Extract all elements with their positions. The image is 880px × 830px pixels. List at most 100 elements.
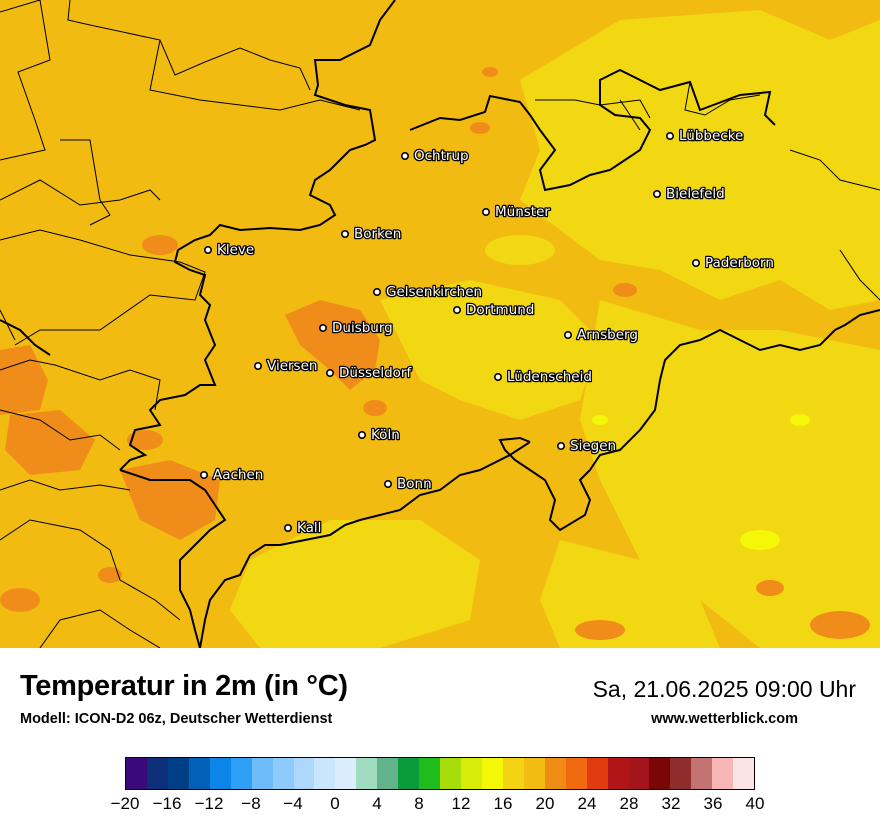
city-marker-paderborn: Paderborn	[691, 254, 775, 272]
city-label: Bielefeld	[666, 186, 725, 202]
source-link[interactable]: www.wetterblick.com	[651, 711, 798, 727]
field-cool-zone-ne	[520, 10, 880, 310]
city-marker-k-ln: Köln	[357, 426, 401, 444]
forecast-datetime: Sa, 21.06.2025 09:00 Uhr	[592, 676, 856, 702]
city-label: Lübbecke	[679, 128, 743, 144]
map-title: Temperatur in 2m (in °C)	[20, 670, 348, 702]
city-marker-duisburg: Duisburg	[318, 319, 394, 337]
color-scale-tick-label: 8	[414, 794, 424, 813]
city-label: Viersen	[267, 358, 317, 374]
color-scale-segment	[167, 758, 189, 789]
color-scale-segment	[126, 758, 147, 789]
city-dot	[665, 132, 674, 141]
city-dot	[357, 430, 366, 439]
city-label: Lüdenscheid	[507, 369, 592, 385]
map-canvas: Lübbecke Ochtrup Bielefeld Münster Borken Kle…	[0, 0, 880, 648]
city-dot	[563, 330, 572, 339]
color-scale-segment	[398, 758, 420, 789]
field-warm-zone-duisburg	[285, 300, 380, 390]
color-scale-tick-label: −8	[241, 794, 261, 813]
city-label: Kleve	[217, 242, 254, 258]
city-marker-bonn: Bonn	[383, 475, 433, 493]
color-scale-segment	[607, 758, 629, 789]
city-dot	[400, 152, 409, 161]
city-marker-siegen: Siegen	[556, 437, 617, 455]
color-scale-bar	[125, 757, 755, 790]
color-scale-segment	[502, 758, 524, 789]
color-scale-segment	[356, 758, 378, 789]
city-dot	[204, 246, 213, 255]
map-footer: Temperatur in 2m (in °C) Modell: ICON-D2…	[0, 648, 880, 830]
color-scale-segment	[440, 758, 461, 789]
city-dot	[254, 361, 263, 370]
city-dot	[325, 368, 334, 377]
city-marker-ochtrup: Ochtrup	[400, 147, 470, 165]
color-scale-segment	[544, 758, 566, 789]
field-warm-zone-west	[0, 345, 48, 415]
city-marker-gelsenkirchen: Gelsenkirchen	[372, 283, 483, 301]
city-marker-borken: Borken	[340, 225, 403, 243]
color-scale-tick-label: −12	[194, 794, 224, 813]
city-dot	[556, 441, 565, 450]
city-dot	[493, 372, 502, 381]
city-label: Arnsberg	[577, 327, 638, 343]
color-scale-segment	[335, 758, 357, 789]
city-label: Bonn	[397, 476, 432, 492]
color-scale-segment	[314, 758, 336, 789]
temperature-map[interactable]: Lübbecke Ochtrup Bielefeld Münster Borken Kle…	[0, 0, 880, 648]
city-dot	[318, 323, 327, 332]
city-label: Kall	[297, 520, 321, 536]
city-marker-viersen: Viersen	[254, 357, 319, 375]
city-label: Duisburg	[332, 320, 393, 336]
city-dot	[691, 258, 700, 267]
cities-layer: Lübbecke Ochtrup Bielefeld Münster Borken Kle…	[200, 127, 775, 537]
border-nrw-be	[119, 469, 227, 648]
color-scale-segment	[209, 758, 231, 789]
border-nl-be	[0, 319, 51, 356]
color-scale-segment	[461, 758, 482, 789]
color-scale-segment	[523, 758, 545, 789]
field-cool-zone-e	[580, 300, 880, 648]
field-cool-zone-center	[380, 280, 600, 420]
color-scale-tick-label: 24	[577, 794, 597, 813]
color-scale-tick-label: 4	[372, 794, 382, 813]
city-dot	[383, 479, 392, 488]
city-marker-d-sseldorf: Düsseldorf	[325, 364, 414, 382]
border-nrw-he-east	[498, 309, 880, 532]
city-label: Köln	[371, 427, 400, 443]
field-warm-zone-aachen	[120, 460, 220, 540]
color-scale-tick-label: 28	[619, 794, 639, 813]
city-marker-bielefeld: Bielefeld	[652, 185, 726, 203]
color-scale-segment	[733, 758, 755, 789]
color-scale-ticks: −20 −16 −12 −8 −4 0 4 8 12 16 20 24 28 32 36 40	[111, 790, 765, 820]
color-scale-segment	[628, 758, 650, 789]
color-scale-segment	[586, 758, 608, 789]
color-scale-segment	[691, 758, 713, 789]
color-scale-tick-label: 12	[451, 794, 471, 813]
color-scale-tick-label: 32	[661, 794, 681, 813]
color-scale-segment	[272, 758, 294, 789]
city-dot	[283, 523, 292, 532]
color-scale-tick-label: −20	[110, 794, 140, 813]
color-scale-segment	[293, 758, 315, 789]
city-label: Paderborn	[705, 255, 774, 271]
color-scale-segment	[670, 758, 692, 789]
city-label: Gelsenkirchen	[386, 284, 482, 300]
color-scale-tick-label: −4	[283, 794, 303, 813]
field-warm-zone-netherlands	[5, 410, 95, 475]
color-scale-segment	[565, 758, 587, 789]
city-dot	[340, 230, 349, 239]
color-scale-segment	[419, 758, 441, 789]
regional-borders	[0, 0, 880, 648]
color-scale-tick-label: 36	[703, 794, 723, 813]
city-dot	[200, 470, 209, 479]
city-marker-arnsberg: Arnsberg	[563, 326, 639, 344]
city-dot	[452, 305, 461, 314]
city-marker-aachen: Aachen	[200, 466, 265, 484]
color-scale-segment	[188, 758, 210, 789]
color-scale-tick-label: 0	[330, 794, 340, 813]
city-dot	[652, 190, 661, 199]
city-marker-kall: Kall	[283, 519, 323, 537]
border-nrw-ni-east	[409, 68, 776, 192]
city-label: Borken	[354, 226, 401, 242]
